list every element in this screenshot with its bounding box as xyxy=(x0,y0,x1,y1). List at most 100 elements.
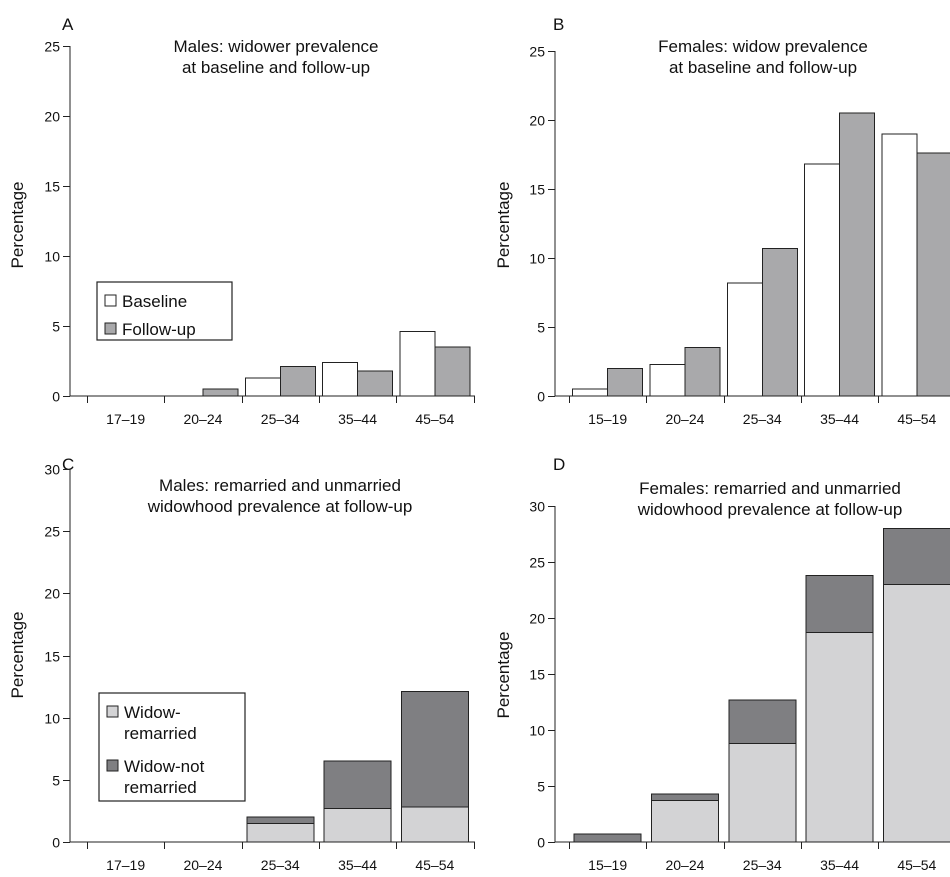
bar-a-baseline-3 xyxy=(244,377,281,397)
x-tick-label-d: 20–24 xyxy=(665,857,704,873)
panel-label-c: C xyxy=(62,455,74,474)
x-tick-label-a: 20–24 xyxy=(183,411,222,427)
y-axis-label-d: Percentage xyxy=(494,632,513,719)
bar-d-widow-remarried-5 xyxy=(882,583,950,843)
y-tick-label-b: 5 xyxy=(537,320,545,336)
y-tick-label-b: 15 xyxy=(529,182,545,198)
bar-d-widow-remarried-3 xyxy=(728,742,797,843)
legend-label-c-2: remarried xyxy=(124,778,197,797)
x-tick-label-c: 17–19 xyxy=(106,857,145,873)
x-tick-label-c: 20–24 xyxy=(183,857,222,873)
chart-title-d-line-2: widowhood prevalence at follow-up xyxy=(637,500,903,519)
bar-b-follow-up-5 xyxy=(916,152,950,397)
y-tick-label-d: 15 xyxy=(529,667,545,683)
panel-c: C Males: remarried and unmarried widowhood… xyxy=(8,455,475,873)
bar-c-widow-not-remarried-4 xyxy=(323,760,392,809)
bar-a-baseline-4 xyxy=(322,361,359,397)
legend-box-a xyxy=(96,281,233,341)
legend-c: Widow-remarried Widow-not remarried xyxy=(98,692,246,802)
x-tick-label-d: 45–54 xyxy=(897,857,936,873)
x-tick-label-a: 25–34 xyxy=(261,411,300,427)
y-tick-label-c: 20 xyxy=(44,586,60,602)
bar-a-baseline-5 xyxy=(399,331,436,397)
bar-b-follow-up-1 xyxy=(607,367,644,397)
x-tick-label-d: 35–44 xyxy=(820,857,859,873)
x-tick-label-c: 45–54 xyxy=(415,857,454,873)
legend-a: Baseline Follow-up xyxy=(96,281,233,341)
x-tick-label-d: 15–19 xyxy=(588,857,627,873)
x-tick-label-a: 17–19 xyxy=(106,411,145,427)
y-axis-label-c: Percentage xyxy=(8,612,27,699)
legend-label-c-2: Widow-not xyxy=(124,757,205,776)
bar-b-baseline-4 xyxy=(804,163,841,397)
chart-title-b-line-1: Females: widow prevalence xyxy=(658,37,868,56)
legend-swatch-c-1 xyxy=(106,705,119,718)
x-tick-label-b: 35–44 xyxy=(820,411,859,427)
y-tick-label-a: 25 xyxy=(44,39,60,55)
y-tick-label-c: 15 xyxy=(44,649,60,665)
chart-title-a-line-2: at baseline and follow-up xyxy=(182,58,370,77)
x-tick-label-b: 15–19 xyxy=(588,411,627,427)
x-tick-label-a: 45–54 xyxy=(415,411,454,427)
bar-b-baseline-5 xyxy=(881,133,918,397)
legend-label-c-1: remarried xyxy=(124,724,197,743)
panel-label-a: A xyxy=(62,15,74,34)
panel-label-b: B xyxy=(553,15,564,34)
legend-box-c xyxy=(98,692,246,802)
x-tick-label-c: 35–44 xyxy=(338,857,377,873)
bar-c-widow-remarried-4 xyxy=(323,807,392,843)
y-axis-label-b: Percentage xyxy=(494,182,513,269)
y-tick-label-d: 20 xyxy=(529,611,545,627)
legend-swatch-a-1 xyxy=(104,294,117,307)
y-tick-label-b: 25 xyxy=(529,44,545,60)
chart-title-d-line-1: Females: remarried and unmarried xyxy=(639,479,901,498)
legend-swatch-a-2 xyxy=(104,322,117,335)
bar-b-baseline-1 xyxy=(572,388,609,397)
bar-d-widow-remarried-4 xyxy=(805,632,874,843)
y-tick-label-d: 25 xyxy=(529,555,545,571)
bar-c-widow-remarried-5 xyxy=(400,806,469,843)
y-tick-label-a: 20 xyxy=(44,109,60,125)
legend-label-a-2: Follow-up xyxy=(122,320,196,339)
bar-d-widow-not-remarried-4 xyxy=(805,574,874,634)
y-tick-label-b: 20 xyxy=(529,113,545,129)
y-tick-label-d: 0 xyxy=(537,835,545,851)
chart-title-c-line-2: widowhood prevalence at follow-up xyxy=(147,497,413,516)
x-tick-label-b: 25–34 xyxy=(743,411,782,427)
x-tick-label-b: 20–24 xyxy=(665,411,704,427)
chart-title-b-line-2: at baseline and follow-up xyxy=(669,58,857,77)
legend-label-a-1: Baseline xyxy=(122,292,187,311)
bar-d-widow-not-remarried-3 xyxy=(728,699,797,744)
y-tick-label-d: 10 xyxy=(529,723,545,739)
bar-d-widow-not-remarried-5 xyxy=(882,527,950,585)
x-tick-label-d: 25–34 xyxy=(743,857,782,873)
x-tick-label-a: 35–44 xyxy=(338,411,377,427)
legend-swatch-c-2 xyxy=(106,759,119,772)
bar-b-baseline-2 xyxy=(649,363,686,397)
y-tick-label-b: 10 xyxy=(529,251,545,267)
bar-b-baseline-3 xyxy=(726,282,763,397)
bar-a-follow-up-2 xyxy=(202,388,239,397)
y-tick-label-a: 5 xyxy=(52,319,60,335)
y-tick-label-c: 0 xyxy=(52,835,60,851)
bar-d-widow-remarried-2 xyxy=(650,800,719,843)
legend-label-c-1: Widow- xyxy=(124,703,181,722)
bar-b-follow-up-4 xyxy=(839,112,876,397)
x-tick-label-c: 25–34 xyxy=(261,857,300,873)
y-tick-label-b: 0 xyxy=(537,389,545,405)
y-tick-label-c: 25 xyxy=(44,524,60,540)
bar-b-follow-up-2 xyxy=(684,347,721,397)
y-tick-label-a: 0 xyxy=(52,389,60,405)
y-tick-label-d: 5 xyxy=(537,779,545,795)
x-tick-label-b: 45–54 xyxy=(897,411,936,427)
bar-c-widow-not-remarried-3 xyxy=(246,816,315,824)
bar-a-follow-up-5 xyxy=(434,346,471,397)
y-tick-label-d: 30 xyxy=(529,499,545,515)
bar-a-follow-up-4 xyxy=(357,370,394,397)
bar-b-follow-up-3 xyxy=(761,247,798,397)
bar-d-widow-not-remarried-2 xyxy=(650,793,719,802)
chart-title-c-line-1: Males: remarried and unmarried xyxy=(159,476,401,495)
y-axis-label-a: Percentage xyxy=(8,182,27,269)
panel-label-d: D xyxy=(553,455,565,474)
y-tick-label-a: 15 xyxy=(44,179,60,195)
